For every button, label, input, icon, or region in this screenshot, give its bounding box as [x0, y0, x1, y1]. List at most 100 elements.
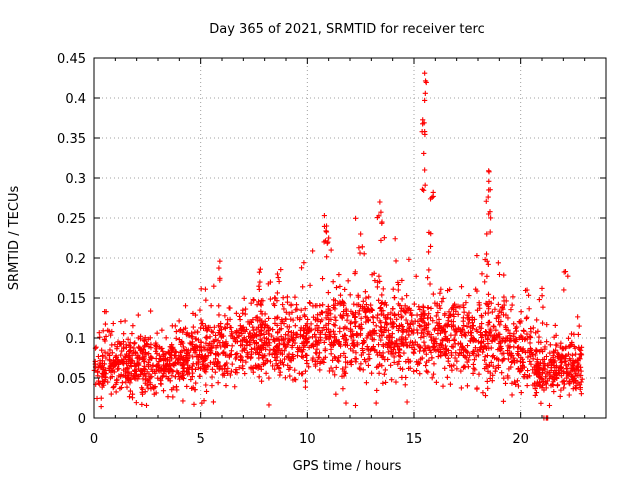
data-point: [553, 371, 559, 377]
data-point: [221, 363, 228, 369]
data-point: [423, 362, 429, 369]
data-point: [447, 381, 454, 387]
data-point: [376, 273, 382, 279]
data-point: [332, 372, 338, 378]
data-point: [578, 379, 584, 385]
data-point: [312, 326, 318, 332]
data-point: [130, 358, 136, 364]
data-point: [179, 348, 185, 354]
data-point: [118, 384, 124, 391]
data-point: [514, 378, 520, 384]
y-tick-label: 0.25: [57, 212, 86, 227]
data-point: [567, 381, 573, 387]
data-point: [358, 231, 364, 237]
data-point: [354, 342, 361, 348]
data-point: [314, 342, 320, 348]
data-point: [315, 354, 321, 360]
data-point: [390, 286, 396, 292]
data-point: [260, 344, 267, 350]
data-point: [279, 316, 285, 323]
data-point: [444, 287, 451, 294]
data-point: [248, 300, 254, 306]
data-point: [153, 348, 159, 354]
data-point: [503, 326, 509, 333]
x-tick-label: 0: [90, 432, 98, 447]
data-point: [379, 292, 385, 298]
data-point: [461, 323, 467, 329]
data-point: [375, 342, 382, 348]
data-point: [461, 347, 467, 353]
data-point: [135, 312, 141, 318]
data-point: [160, 388, 167, 394]
data-point: [400, 338, 406, 344]
data-point: [277, 360, 284, 366]
data-point: [506, 351, 513, 357]
data-point: [524, 331, 530, 337]
data-point: [274, 298, 280, 304]
data-point: [483, 329, 489, 335]
data-point: [127, 340, 133, 346]
data-point: [145, 360, 151, 366]
data-point: [351, 301, 357, 307]
data-point: [528, 329, 534, 335]
data-point: [205, 343, 211, 349]
data-point: [299, 353, 305, 359]
data-point: [210, 338, 216, 344]
data-point: [414, 312, 420, 318]
data-point: [408, 307, 414, 313]
data-point: [458, 284, 465, 290]
data-point: [476, 371, 482, 377]
data-point: [190, 324, 196, 330]
data-point: [436, 316, 442, 323]
data-point: [460, 318, 466, 324]
data-point: [274, 362, 281, 369]
data-point: [302, 352, 309, 359]
data-point: [279, 347, 285, 354]
data-point: [176, 374, 182, 380]
data-point: [332, 323, 338, 329]
data-point: [157, 344, 163, 350]
data-point: [440, 295, 446, 301]
data-point: [323, 223, 330, 229]
data-point: [482, 329, 489, 335]
data-point: [224, 352, 230, 358]
data-point: [370, 314, 376, 320]
data-point: [345, 313, 351, 319]
data-point: [179, 370, 185, 376]
data-point: [423, 368, 430, 374]
data-point: [275, 274, 281, 281]
data-point: [496, 271, 503, 278]
data-point: [551, 349, 557, 355]
data-point: [532, 385, 538, 392]
data-point: [518, 333, 524, 339]
data-point: [469, 350, 476, 356]
data-point: [303, 330, 310, 336]
data-point: [472, 345, 479, 351]
data-point: [123, 360, 130, 366]
data-point: [404, 293, 410, 299]
data-point: [280, 302, 286, 308]
data-point: [302, 342, 308, 348]
data-point: [464, 383, 471, 389]
data-point: [397, 365, 403, 372]
data-point: [240, 357, 246, 363]
data-point: [480, 349, 486, 355]
data-point: [523, 315, 530, 322]
data-point: [266, 375, 272, 381]
data-point: [398, 322, 405, 328]
data-point: [367, 308, 373, 314]
data-point: [406, 324, 412, 330]
data-point: [324, 254, 330, 260]
data-point: [398, 315, 404, 321]
data-point: [209, 366, 215, 372]
data-point: [345, 278, 351, 284]
data-point: [518, 390, 524, 396]
data-point: [439, 342, 445, 348]
data-point: [475, 339, 482, 345]
data-point: [229, 343, 235, 349]
data-point: [378, 209, 384, 215]
data-point: [193, 336, 199, 342]
data-point: [243, 326, 250, 332]
data-point: [267, 359, 274, 365]
data-point: [524, 336, 530, 342]
